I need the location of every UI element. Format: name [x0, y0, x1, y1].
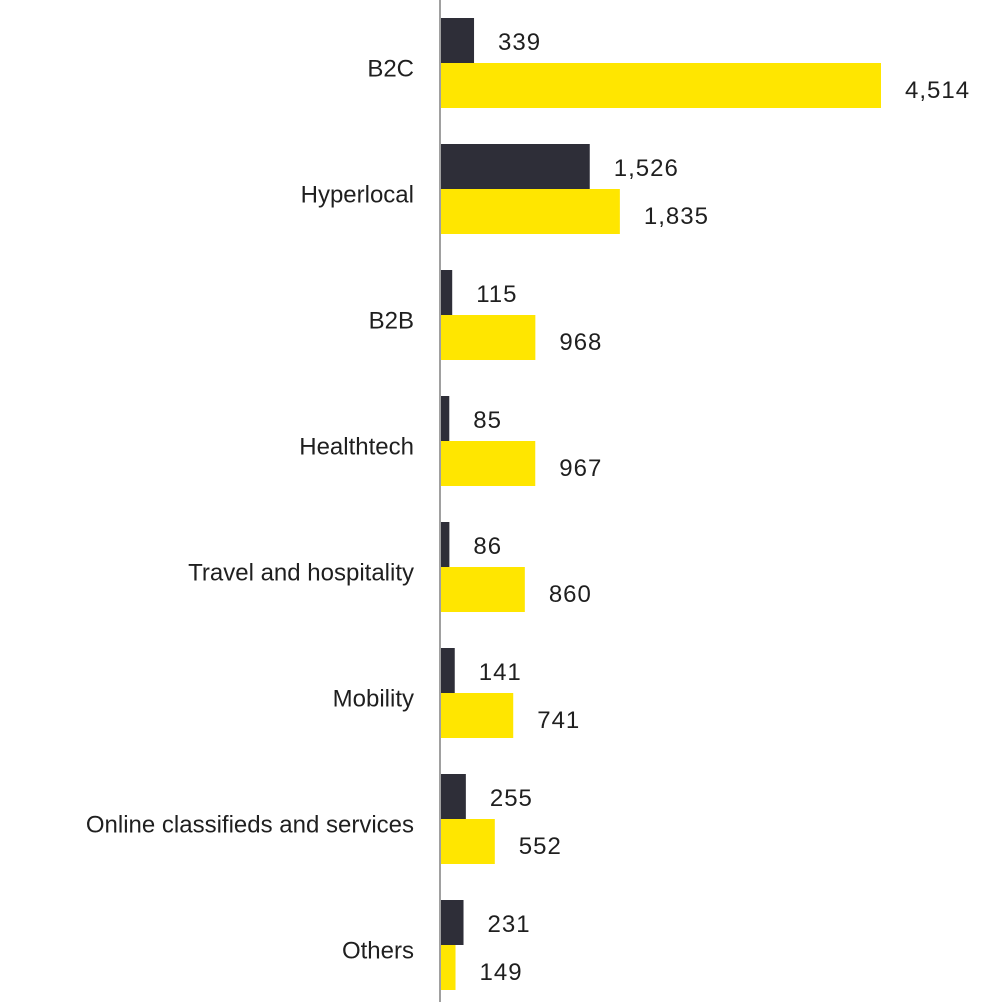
- category-label: Online classifieds and services: [86, 811, 414, 838]
- bar-yellow: [441, 945, 456, 990]
- value-label: 86: [473, 533, 502, 560]
- category-label: B2B: [369, 307, 414, 334]
- value-label: 149: [480, 959, 523, 986]
- value-label: 141: [479, 659, 522, 686]
- bar-yellow: [441, 693, 514, 738]
- value-label: 860: [549, 581, 592, 608]
- bar-yellow: [441, 63, 881, 108]
- value-label: 231: [488, 911, 531, 938]
- value-label: 115: [476, 281, 517, 308]
- category-label: B2C: [367, 55, 414, 82]
- bar-dark: [441, 270, 453, 315]
- value-label: 552: [519, 833, 562, 860]
- bar-dark: [441, 522, 450, 567]
- value-label: 85: [473, 407, 502, 434]
- value-label: 4,514: [905, 77, 970, 104]
- value-label: 968: [559, 329, 602, 356]
- value-label: 1,526: [614, 155, 679, 182]
- value-label: 339: [498, 29, 541, 56]
- bar-dark: [441, 900, 464, 945]
- category-label: Hyperlocal: [301, 181, 414, 208]
- bar-dark: [441, 648, 455, 693]
- value-label: 741: [537, 707, 580, 734]
- category-label: Mobility: [333, 685, 414, 712]
- bar-dark: [441, 774, 466, 819]
- category-label: Others: [342, 937, 414, 964]
- bar-yellow: [441, 819, 495, 864]
- value-label: 255: [490, 785, 533, 812]
- bar-yellow: [441, 315, 536, 360]
- bar-dark: [441, 18, 475, 63]
- category-label: Travel and hospitality: [188, 559, 414, 586]
- value-label: 1,835: [644, 203, 709, 230]
- bar-yellow: [441, 441, 536, 486]
- bar-dark: [441, 144, 590, 189]
- bar-yellow: [441, 189, 620, 234]
- category-label: Healthtech: [299, 433, 414, 460]
- value-label: 967: [559, 455, 602, 482]
- bar-yellow: [441, 567, 525, 612]
- bar-dark: [441, 396, 450, 441]
